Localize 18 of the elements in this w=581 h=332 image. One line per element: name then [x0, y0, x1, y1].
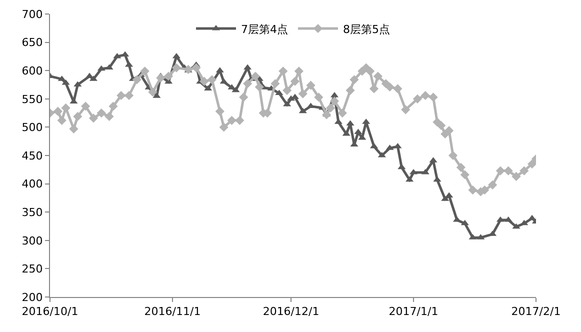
y-tick-label: 450 — [22, 149, 43, 162]
x-tick-label: 2016/10/1 — [22, 305, 78, 318]
y-tick-label: 200 — [22, 290, 43, 304]
legend-label: 8层第5点 — [343, 22, 390, 36]
x-tick-label: 2016/11/1 — [144, 305, 201, 318]
y-tick-label: 650 — [22, 36, 43, 50]
x-tick-label: 2016/12/1 — [262, 305, 320, 318]
y-tick-label: 500 — [22, 121, 43, 134]
y-tick-label: 600 — [22, 64, 43, 78]
x-tick-label: 2017/2/1 — [511, 305, 561, 318]
x-tick-label: 2017/1/1 — [388, 305, 438, 318]
y-tick-label: 550 — [22, 92, 43, 106]
legend-label: 7层第4点 — [241, 22, 288, 36]
y-tick-label: 350 — [22, 206, 43, 219]
y-tick-label: 700 — [22, 8, 43, 21]
y-tick-label: 250 — [22, 262, 43, 276]
y-tick-label: 400 — [22, 178, 43, 191]
y-tick-label: 300 — [22, 234, 43, 248]
